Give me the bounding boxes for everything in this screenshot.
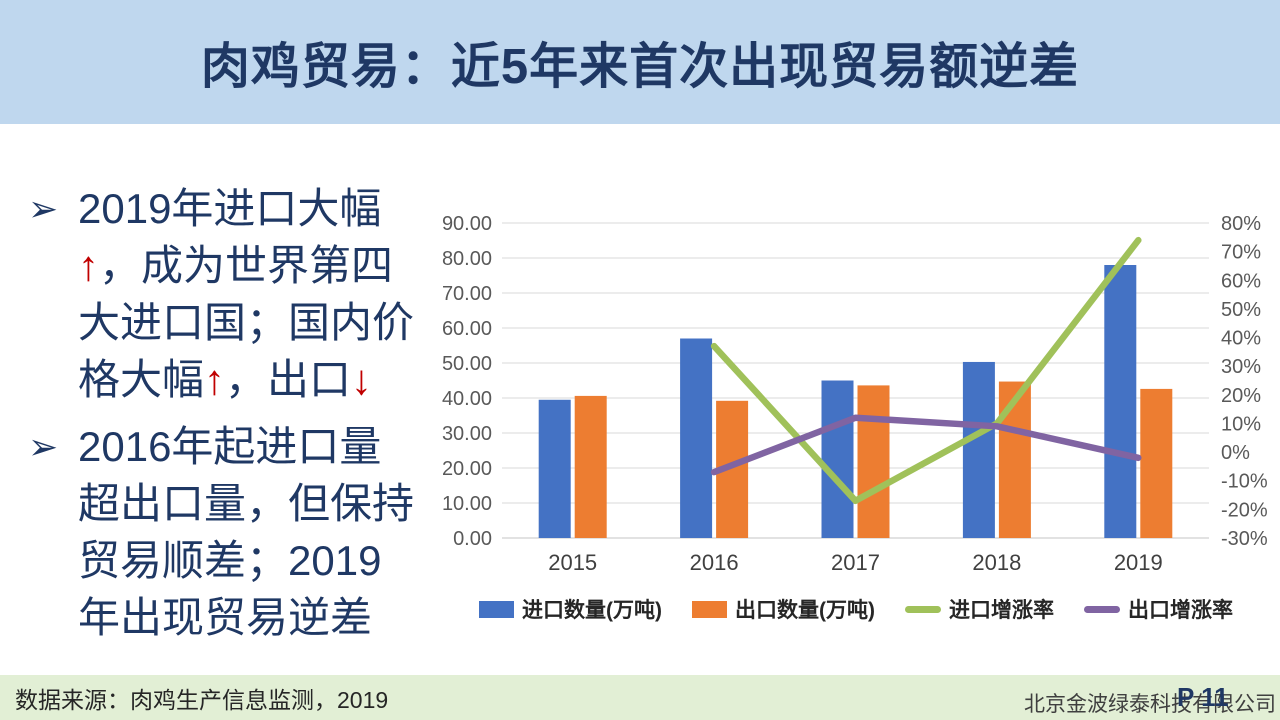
text-segment: 2016年起进口量: [78, 423, 382, 470]
x-axis-label: 2018: [972, 550, 1021, 575]
bullet-arrow-icon: ➢: [28, 426, 59, 467]
bullet-line: 2016年起进口量: [78, 418, 414, 475]
x-axis-label: 2016: [690, 550, 739, 575]
x-axis-label: 2019: [1114, 550, 1163, 575]
bullet-item: ➢ 2019年进口大幅 ↑，成为世界第四 大进口国；国内价 格大幅↑，出口↓: [28, 180, 446, 408]
bar-import: [962, 361, 995, 538]
right-axis-tick: 20%: [1221, 385, 1261, 407]
title-bar: 肉鸡贸易：近5年来首次出现贸易额逆差: [0, 0, 1280, 124]
page-number: P 11: [1177, 682, 1229, 712]
right-axis-tick: 0%: [1221, 442, 1250, 464]
left-axis-tick: 30.00: [442, 423, 492, 445]
bullet-line: 大进口国；国内价: [78, 294, 414, 351]
right-axis-tick: 10%: [1221, 413, 1261, 435]
text-segment: 2019年进口大幅: [78, 185, 382, 232]
footer-bar: 数据来源：肉鸡生产信息监测，2019: [0, 675, 1280, 720]
legend-label: 进口数量(万吨): [522, 599, 662, 622]
company-name: 北京金波绿泰科技有限公司: [1024, 693, 1276, 716]
left-axis-tick: 40.00: [442, 388, 492, 410]
trade-combo-chart: 90.00 80.00 70.00 60.00 50.00 40.00 30.00 20.00…: [442, 213, 1268, 575]
right-axis-tick: -30%: [1221, 528, 1268, 550]
bullet-line: 年出现贸易逆差: [78, 589, 414, 646]
legend-label: 出口数量(万吨): [735, 599, 875, 622]
left-axis-tick: 90.00: [442, 213, 492, 235]
text-segment: 贸易顺差；2019: [78, 537, 382, 584]
right-axis-tick: -20%: [1221, 499, 1268, 521]
right-axis-tick: 30%: [1221, 356, 1261, 378]
legend-item: 进口数量(万吨): [479, 594, 662, 624]
legend-bar-swatch-icon: [479, 600, 514, 618]
left-axis-tick: 80.00: [442, 248, 492, 270]
right-axis-tick: 50%: [1221, 299, 1261, 321]
left-axis-tick: 60.00: [442, 318, 492, 340]
legend-item: 出口数量(万吨): [692, 594, 875, 624]
right-axis-tick: 80%: [1221, 213, 1261, 235]
left-axis-tick: 20.00: [442, 458, 492, 480]
text-segment: 格大幅: [78, 356, 205, 403]
bullet-list: ➢ 2019年进口大幅 ↑，成为世界第四 大进口国；国内价 格大幅↑，出口↓ ➢ 2016年…: [28, 180, 446, 656]
legend-label: 出口增涨率: [1128, 599, 1233, 622]
legend-label: 进口增涨率: [949, 599, 1054, 622]
legend-bar-swatch-icon: [692, 600, 727, 618]
text-segment: ，出口: [225, 356, 352, 403]
x-axis-label: 2017: [831, 550, 880, 575]
page-title: 肉鸡贸易：近5年来首次出现贸易额逆差: [200, 39, 1080, 94]
text-segment: 大进口国；国内价: [78, 299, 415, 346]
bar-export: [998, 381, 1031, 538]
bullet-item: ➢ 2016年起进口量 超出口量，但保持 贸易顺差；2019 年出现贸易逆差: [28, 418, 446, 646]
legend-item: 进口增涨率: [905, 594, 1054, 624]
text-segment: 年出现贸易逆差: [78, 594, 373, 641]
bullet-line: ↑，成为世界第四: [78, 237, 414, 294]
bar-import: [1104, 265, 1137, 538]
line-import-growth: [710, 236, 1142, 505]
bullet-arrow-icon: ➢: [28, 188, 59, 229]
up-arrow-icon: ↑: [204, 356, 226, 403]
chart-area: 90.00 80.00 70.00 60.00 50.00 40.00 30.00 20.00…: [440, 190, 1272, 632]
left-axis-tick: 10.00: [442, 493, 492, 515]
legend-item: 出口增涨率: [1084, 594, 1233, 624]
up-arrow-icon: ↑: [78, 242, 99, 289]
right-axis-tick: -10%: [1221, 471, 1268, 493]
bullet-text: 2016年起进口量 超出口量，但保持 贸易顺差；2019 年出现贸易逆差: [78, 418, 414, 646]
bar-export: [857, 385, 890, 538]
x-axis-label: 2015: [548, 550, 597, 575]
bar-import: [680, 338, 713, 538]
bar-export: [574, 395, 607, 538]
right-axis-tick: 70%: [1221, 242, 1261, 264]
bar-export: [1140, 388, 1173, 538]
left-axis-tick: 70.00: [442, 283, 492, 305]
data-source-label: 数据来源：肉鸡生产信息监测，2019: [15, 686, 389, 713]
bullet-text: 2019年进口大幅 ↑，成为世界第四 大进口国；国内价 格大幅↑，出口↓: [78, 180, 414, 408]
bullet-line: 贸易顺差；2019: [78, 532, 414, 589]
bullet-line: 超出口量，但保持: [78, 475, 414, 532]
bar-import: [821, 380, 854, 538]
down-arrow-icon: ↓: [351, 356, 373, 403]
left-axis-tick: 50.00: [442, 353, 492, 375]
right-axis-tick: 60%: [1221, 270, 1261, 292]
text-segment: 超出口量，但保持: [78, 480, 415, 527]
line-export-growth: [710, 414, 1142, 476]
bullet-line: 格大幅↑，出口↓: [78, 351, 414, 408]
legend-line-swatch-icon: [905, 605, 941, 613]
legend-line-swatch-icon: [1084, 605, 1120, 613]
bullet-line: 2019年进口大幅: [78, 180, 414, 237]
bar-import: [538, 399, 571, 538]
right-axis-tick: 40%: [1221, 328, 1261, 350]
chart-legend: 进口数量(万吨) 出口数量(万吨) 进口增涨率 出口增涨率: [440, 594, 1272, 624]
text-segment: ，成为世界第四: [99, 242, 394, 289]
left-axis-tick: 0.00: [453, 528, 492, 550]
